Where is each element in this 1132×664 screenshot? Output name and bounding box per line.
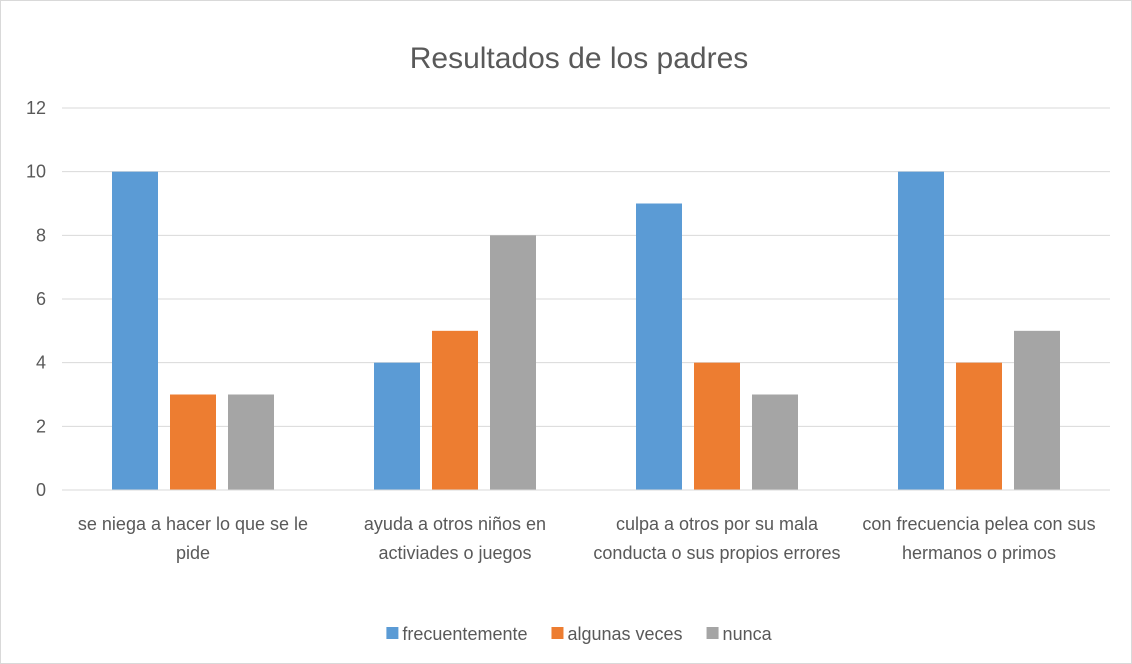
- label-line: ayuda a otros niños en: [364, 514, 546, 534]
- bar: [112, 171, 158, 490]
- x-tick-label: con frecuencia pelea con sus hermanos o p…: [862, 514, 1095, 563]
- legend-label: algunas veces: [567, 624, 682, 644]
- y-tick-label: 6: [36, 289, 46, 309]
- bar: [432, 330, 478, 490]
- bar: [1014, 330, 1060, 490]
- y-tick-label: 12: [26, 98, 46, 118]
- bar: [170, 394, 216, 490]
- bar: [898, 171, 944, 490]
- bar: [694, 362, 740, 490]
- x-tick-label: ayuda a otros niños en activiades o juego…: [364, 514, 546, 563]
- legend: frecuentemente algunas veces nunca: [386, 624, 773, 644]
- label-line: culpa a otros por su mala: [616, 514, 819, 534]
- y-tick-label: 4: [36, 353, 46, 373]
- chart-title: Resultados de los padres: [410, 42, 749, 75]
- bar: [956, 362, 1002, 490]
- label-line: con frecuencia pelea con sus: [862, 514, 1095, 534]
- legend-swatch: [551, 627, 564, 639]
- y-tick-label: 8: [36, 225, 46, 245]
- label-line: conducta o sus propios errores: [593, 543, 840, 563]
- bar: [752, 394, 798, 490]
- bar: [374, 362, 420, 490]
- label-line: activiades o juegos: [378, 543, 531, 563]
- legend-swatch: [386, 627, 399, 639]
- y-tick-label: 0: [36, 480, 46, 500]
- x-tick-label: se niega a hacer lo que se le pide: [78, 514, 308, 563]
- label-line: se niega a hacer lo que se le: [78, 514, 308, 534]
- label-line: pide: [176, 543, 210, 563]
- x-tick-label: culpa a otros por su mala conducta o sus …: [593, 514, 840, 563]
- legend-swatch: [706, 627, 719, 639]
- label-line: hermanos o primos: [902, 543, 1056, 563]
- y-tick-label: 2: [36, 416, 46, 436]
- bar: [490, 235, 536, 490]
- y-tick-label: 10: [26, 162, 46, 182]
- legend-label: nunca: [723, 624, 773, 644]
- bar: [636, 203, 682, 490]
- legend-label: frecuentemente: [402, 624, 527, 644]
- bar: [228, 394, 274, 490]
